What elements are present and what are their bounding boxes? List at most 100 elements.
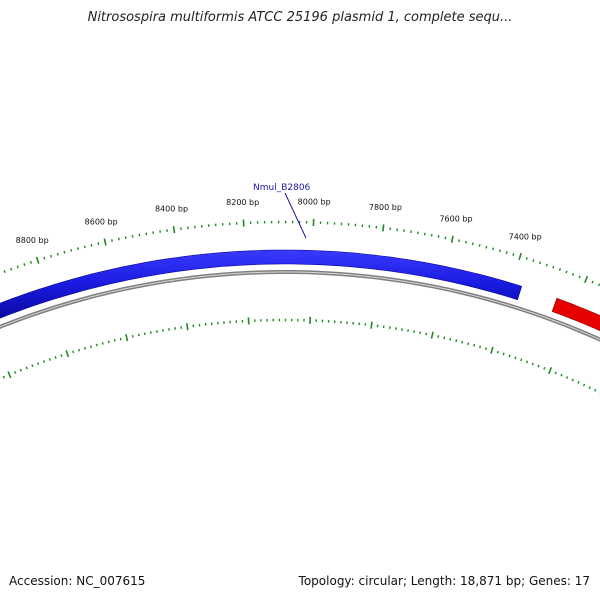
- minor-tick: [78, 348, 81, 352]
- minor-tick: [19, 368, 22, 372]
- major-tick: [103, 238, 107, 246]
- tick-labels: 7400 bp 7600 bp 7800 bp 8000 bp 8200 bp 8400 …: [16, 198, 542, 246]
- gene-reverse-strand[interactable]: [551, 297, 600, 377]
- minor-tick: [558, 268, 562, 272]
- topology-text: Topology: circular; Length: 18,871 bp; G…: [298, 574, 590, 588]
- minor-tick: [565, 376, 569, 379]
- minor-tick: [571, 272, 575, 276]
- minor-tick: [2, 375, 5, 379]
- minor-tick: [23, 263, 26, 267]
- major-tick: [584, 275, 589, 283]
- minor-tick: [111, 239, 113, 242]
- minor-tick: [149, 331, 152, 334]
- minor-tick: [531, 362, 534, 366]
- minor-tick: [419, 331, 422, 335]
- minor-tick: [578, 275, 581, 279]
- tick-label: 8800 bp: [16, 236, 49, 245]
- minor-tick: [437, 235, 440, 238]
- minor-tick: [545, 263, 548, 267]
- tick-label: 8400 bp: [155, 205, 188, 214]
- minor-tick: [485, 245, 488, 249]
- accession-text: Accession: NC_007615: [9, 574, 146, 588]
- tick-label: 7600 bp: [439, 215, 472, 224]
- minor-tick: [594, 388, 597, 392]
- gene-label[interactable]: Nmul_B2806: [253, 183, 311, 193]
- minor-tick: [458, 239, 461, 243]
- minor-tick: [113, 339, 116, 342]
- minor-tick: [14, 371, 17, 374]
- minor-tick: [554, 371, 557, 375]
- minor-tick: [496, 350, 499, 354]
- minor-tick: [131, 234, 134, 238]
- major-tick: [430, 331, 434, 339]
- major-tick: [186, 323, 189, 331]
- major-tick: [172, 225, 176, 234]
- minor-tick: [10, 267, 13, 271]
- minor-tick: [48, 358, 51, 361]
- tick-label: 7800 bp: [369, 203, 402, 212]
- minor-tick: [514, 356, 517, 360]
- minor-tick: [60, 354, 63, 358]
- tick-label: 8200 bp: [226, 198, 259, 207]
- minor-tick: [407, 329, 409, 332]
- tick-label: 7400 bp: [509, 232, 542, 241]
- minor-tick: [461, 340, 464, 344]
- gene-Nmul_B2806[interactable]: [0, 249, 523, 319]
- minor-tick: [588, 386, 591, 390]
- minor-tick: [443, 336, 446, 340]
- minor-tick: [552, 265, 555, 269]
- tick-label: 8000 bp: [298, 198, 331, 207]
- minor-tick: [143, 332, 146, 336]
- minor-tick: [512, 253, 515, 256]
- minor-tick: [525, 360, 529, 364]
- minor-tick: [63, 250, 66, 254]
- major-tick: [382, 224, 385, 232]
- minor-tick: [29, 260, 33, 264]
- minor-tick: [95, 343, 98, 347]
- minor-tick: [505, 251, 508, 254]
- minor-tick: [43, 256, 46, 260]
- minor-tick: [502, 352, 505, 356]
- minor-tick: [571, 378, 574, 382]
- gene-label-leader-line: [284, 192, 307, 239]
- minor-tick: [560, 373, 563, 377]
- minor-tick: [70, 249, 73, 252]
- minor-tick: [31, 364, 34, 368]
- minor-tick: [539, 261, 542, 265]
- minor-tick: [107, 340, 110, 344]
- major-tick: [65, 350, 70, 358]
- minor-tick: [37, 362, 40, 366]
- minor-tick: [565, 270, 568, 274]
- minor-tick: [117, 237, 120, 241]
- minor-tick: [591, 280, 594, 284]
- minor-tick: [16, 265, 19, 269]
- minor-tick: [525, 257, 528, 260]
- major-tick: [7, 371, 12, 379]
- major-tick: [125, 334, 129, 342]
- minor-tick: [437, 335, 440, 338]
- minor-tick: [42, 360, 46, 363]
- tick-label: 8600 bp: [85, 218, 118, 227]
- map-title: Nitrosospira multiformis ATCC 25196 plas…: [87, 10, 513, 25]
- minor-tick: [101, 342, 104, 345]
- minor-tick: [72, 350, 75, 354]
- minor-tick: [138, 233, 141, 237]
- minor-tick: [577, 381, 580, 384]
- major-tick: [450, 235, 454, 243]
- inner-tick-ring: [2, 316, 600, 394]
- minor-tick: [25, 366, 28, 370]
- minor-tick: [131, 334, 134, 338]
- minor-tick: [89, 345, 92, 349]
- minor-tick: [484, 347, 487, 350]
- minor-tick: [56, 252, 59, 256]
- minor-tick: [3, 270, 6, 274]
- major-tick: [35, 256, 40, 264]
- minor-tick: [597, 283, 600, 287]
- minor-tick: [479, 345, 482, 349]
- major-tick: [548, 367, 553, 375]
- minor-tick: [537, 364, 540, 368]
- minor-tick: [90, 243, 93, 247]
- minor-tick: [119, 337, 122, 341]
- minor-tick: [97, 242, 100, 245]
- minor-tick: [83, 245, 86, 249]
